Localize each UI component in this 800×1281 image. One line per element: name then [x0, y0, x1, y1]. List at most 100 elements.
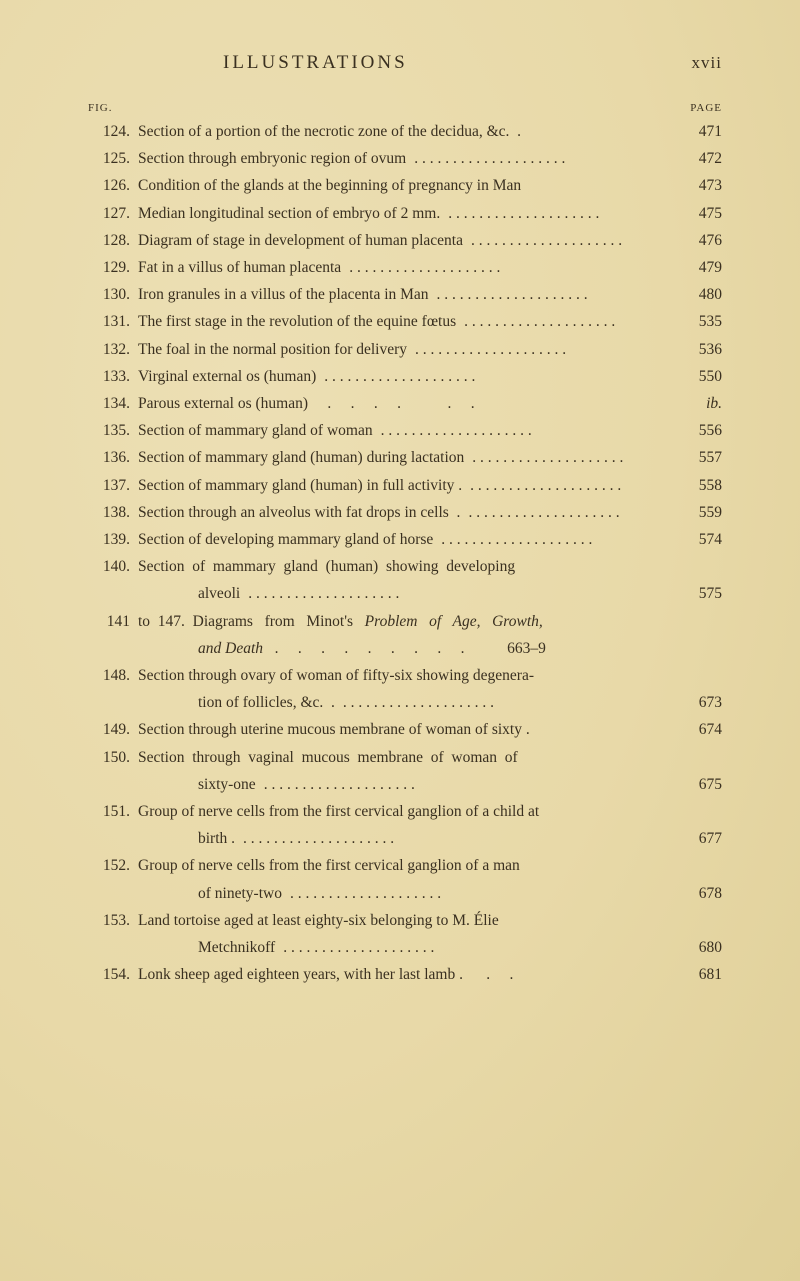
- figure-number: 135.: [88, 417, 138, 444]
- entry-description: Section of mammary gland (human) in full…: [138, 472, 670, 499]
- list-entry: 139.Section of developing mammary gland …: [88, 526, 722, 553]
- entry-description: tion of follicles, &c. .: [138, 689, 670, 716]
- list-entry: 153.Metchnikoff680: [88, 934, 722, 961]
- figure-number: 130.: [88, 281, 138, 308]
- figure-number: 131.: [88, 308, 138, 335]
- page-ref: 480: [670, 281, 722, 308]
- page-ref: 536: [670, 336, 722, 363]
- list-entry: 148.Section through ovary of woman of fi…: [88, 662, 722, 689]
- list-entry: 140.alveoli575: [88, 580, 722, 607]
- figure-number: 129.: [88, 254, 138, 281]
- figure-number: 138.: [88, 499, 138, 526]
- list-entry: 141and Death . . . . . . . . . 663–9: [88, 635, 722, 662]
- page-ref: 673: [670, 689, 722, 716]
- list-entry: 149.Section through uterine mucous membr…: [88, 716, 722, 743]
- page-ref: 471: [670, 118, 722, 145]
- page-ref: 472: [670, 145, 722, 172]
- list-entry: 153.Land tortoise aged at least eighty-s…: [88, 907, 722, 934]
- figure-number: 137.: [88, 472, 138, 499]
- page-ref: 556: [670, 417, 722, 444]
- entry-description: Section of developing mammary gland of h…: [138, 526, 670, 553]
- list-entry: 131.The first stage in the revolution of…: [88, 308, 722, 335]
- list-entry: 150.sixty-one675: [88, 771, 722, 798]
- entry-description: Section of mammary gland (human) showing…: [138, 553, 670, 580]
- page-ref: 476: [670, 227, 722, 254]
- running-title: ILLUSTRATIONS: [223, 52, 408, 74]
- entry-description: Parous external os (human) . . . . . .: [138, 390, 670, 417]
- list-entry: 127.Median longitudinal section of embry…: [88, 200, 722, 227]
- running-head: ILLUSTRATIONS xvii: [88, 52, 722, 74]
- figure-number: 127.: [88, 200, 138, 227]
- entry-description: Section of mammary gland (human) during …: [138, 444, 670, 471]
- figure-number: 150.: [88, 744, 138, 771]
- page-ref: 557: [670, 444, 722, 471]
- figure-number: 139.: [88, 526, 138, 553]
- page-ref: 473: [670, 172, 722, 199]
- entry-description: Section through vaginal mucous membrane …: [138, 744, 670, 771]
- list-entry: 124.Section of a portion of the necrotic…: [88, 118, 722, 145]
- list-entry: 130.Iron granules in a villus of the pla…: [88, 281, 722, 308]
- column-heads: FIG. PAGE: [88, 102, 722, 114]
- list-entry: 132.The foal in the normal position for …: [88, 336, 722, 363]
- page-column-head: PAGE: [677, 102, 722, 114]
- list-entry: 152.of ninety-two678: [88, 880, 722, 907]
- figure-number: 140.: [88, 553, 138, 580]
- figure-number: 136.: [88, 444, 138, 471]
- page-ref: 575: [670, 580, 722, 607]
- figure-number: 151.: [88, 798, 138, 825]
- entry-description: Metchnikoff: [138, 934, 670, 961]
- page-ref: 674: [670, 716, 722, 743]
- roman-page-number: xvii: [692, 53, 722, 73]
- list-entry: 151.Group of nerve cells from the first …: [88, 798, 722, 825]
- page-ref: 559: [670, 499, 722, 526]
- figure-number: 124.: [88, 118, 138, 145]
- page-ref: 479: [670, 254, 722, 281]
- entry-description: Group of nerve cells from the first cerv…: [138, 852, 670, 879]
- entry-description: of ninety-two: [138, 880, 670, 907]
- page-ref: 678: [670, 880, 722, 907]
- figure-number: 149.: [88, 716, 138, 743]
- list-entry: 152.Group of nerve cells from the first …: [88, 852, 722, 879]
- entry-description: to 147. Diagrams from Minot's Problem of…: [138, 608, 670, 635]
- page-ref: ib.: [670, 390, 722, 417]
- entry-description: Section through uterine mucous membrane …: [138, 716, 670, 743]
- page-ref: 550: [670, 363, 722, 390]
- figure-number: 125.: [88, 145, 138, 172]
- page-ref: 677: [670, 825, 722, 852]
- list-entry: 148.tion of follicles, &c. .673: [88, 689, 722, 716]
- entry-description: and Death . . . . . . . . . 663–9: [138, 635, 670, 662]
- list-entry: 128.Diagram of stage in development of h…: [88, 227, 722, 254]
- entry-description: alveoli: [138, 580, 670, 607]
- page-ref: 574: [670, 526, 722, 553]
- entry-description: Lonk sheep aged eighteen years, with her…: [138, 961, 670, 988]
- page-ref: 558: [670, 472, 722, 499]
- figure-number: 126.: [88, 172, 138, 199]
- entry-description: Land tortoise aged at least eighty-six b…: [138, 907, 670, 934]
- list-entry: 140.Section of mammary gland (human) sho…: [88, 553, 722, 580]
- figure-number: 134.: [88, 390, 138, 417]
- list-entry: 136.Section of mammary gland (human) dur…: [88, 444, 722, 471]
- list-entry: 134.Parous external os (human) . . . . .…: [88, 390, 722, 417]
- fig-column-head: FIG.: [88, 102, 138, 114]
- entry-description: Fat in a villus of human placenta: [138, 254, 670, 281]
- entry-description: Condition of the glands at the beginning…: [138, 172, 670, 199]
- list-entry: 151.birth .677: [88, 825, 722, 852]
- list-entry: 126.Condition of the glands at the begin…: [88, 172, 722, 199]
- list-entry: 150.Section through vaginal mucous membr…: [88, 744, 722, 771]
- figure-number: 154.: [88, 961, 138, 988]
- entry-description: The first stage in the revolution of the…: [138, 308, 670, 335]
- figure-number: 148.: [88, 662, 138, 689]
- figure-number: 128.: [88, 227, 138, 254]
- list-entry: 135.Section of mammary gland of woman556: [88, 417, 722, 444]
- list-entry: 125.Section through embryonic region of …: [88, 145, 722, 172]
- entry-description: Section of mammary gland of woman: [138, 417, 670, 444]
- entry-description: sixty-one: [138, 771, 670, 798]
- entry-description: Virginal external os (human): [138, 363, 670, 390]
- figure-number: 153.: [88, 907, 138, 934]
- entry-description: Diagram of stage in development of human…: [138, 227, 670, 254]
- entry-description: Iron granules in a villus of the placent…: [138, 281, 670, 308]
- list-entry: 154.Lonk sheep aged eighteen years, with…: [88, 961, 722, 988]
- list-entry: 138.Section through an alveolus with fat…: [88, 499, 722, 526]
- page-ref: 680: [670, 934, 722, 961]
- entry-description: Median longitudinal section of embryo of…: [138, 200, 670, 227]
